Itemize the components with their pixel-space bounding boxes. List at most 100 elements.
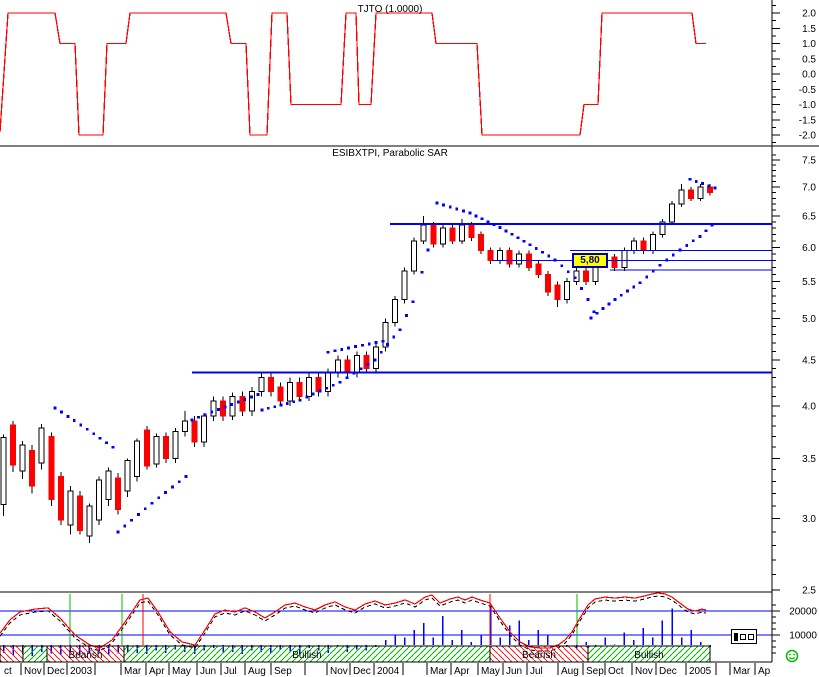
sar-dot <box>607 302 611 306</box>
ribbon-segment-bullish <box>587 645 711 663</box>
candle-body <box>344 359 351 374</box>
sar-dot <box>462 209 465 213</box>
candle-body <box>76 495 83 532</box>
candle-body <box>411 240 418 272</box>
sar-dot <box>273 405 277 409</box>
sar-dot <box>694 180 698 183</box>
candle-body <box>67 490 74 526</box>
sar-dot <box>177 480 181 484</box>
candle-body <box>401 270 408 301</box>
candle-body <box>239 395 246 412</box>
sar-dot <box>580 287 583 290</box>
candle-body <box>353 355 360 374</box>
sar-dot <box>592 310 596 314</box>
sar-dot <box>678 248 682 252</box>
ribbon-label: Bullish <box>292 650 321 661</box>
sar-dot <box>123 524 127 528</box>
date-label: 2004 <box>377 666 400 677</box>
date-label: Jun <box>506 666 522 677</box>
candle-body <box>420 224 427 242</box>
sar-dot <box>72 419 76 423</box>
sar-dot <box>474 214 478 218</box>
sar-dot <box>553 258 557 262</box>
sar-dot <box>230 403 233 406</box>
sar-dot <box>260 408 264 412</box>
volume-axis-label: 10000 <box>789 631 817 642</box>
date-label: Aug <box>561 666 579 677</box>
top-axis-label: -2.0 <box>799 131 817 142</box>
candle-body <box>707 186 714 194</box>
sar-dot <box>442 203 445 207</box>
sar-dot <box>137 513 140 516</box>
candle-body <box>29 450 36 487</box>
sar-dot <box>528 243 532 247</box>
sar-dot <box>256 393 260 396</box>
sar-dot <box>560 264 564 268</box>
sar-dot <box>701 182 704 186</box>
main-panel-title: ESIBXTPI, Parabolic SAR <box>332 148 448 159</box>
sar-dot <box>522 239 526 243</box>
sar-dot <box>613 298 617 301</box>
candle-body <box>181 420 188 432</box>
sar-dot <box>698 234 702 238</box>
sar-dot <box>66 414 70 418</box>
date-label: Nov <box>24 666 42 677</box>
sar-dot <box>448 205 452 209</box>
candle-body <box>621 250 628 268</box>
candle-body <box>697 186 704 199</box>
sar-dot <box>398 328 402 332</box>
sar-dot <box>373 358 377 362</box>
sar-dot <box>601 307 605 311</box>
sar-dot <box>367 342 371 346</box>
sar-dot <box>713 186 717 190</box>
ribbon-label: Bearish <box>522 650 556 661</box>
sar-dot <box>710 223 714 227</box>
candle-body <box>38 427 45 464</box>
sar-dot <box>435 201 439 205</box>
candle-body <box>478 233 484 252</box>
candle-body <box>296 381 303 397</box>
trend-ribbon: Bearish Bullish Bearish Bullish <box>0 645 711 663</box>
sar-dot <box>325 386 329 390</box>
top-axis-label: -0.5 <box>799 85 817 96</box>
sar-dot <box>60 410 63 414</box>
candle-body <box>372 346 379 370</box>
price-axis-label: 6.0 <box>802 243 816 254</box>
sar-dot <box>326 350 330 354</box>
candle-body <box>611 256 618 268</box>
candle-body <box>267 377 274 393</box>
sar-dot <box>98 436 102 440</box>
price-axis-label: 3.0 <box>802 514 816 525</box>
candle-body <box>563 280 570 301</box>
sar-dot <box>130 518 133 522</box>
candle-body <box>229 395 236 417</box>
candle-body <box>172 430 179 459</box>
candle-body <box>334 359 341 374</box>
sar-dot <box>223 405 227 409</box>
sar-dot <box>360 343 364 347</box>
sar-dot <box>347 346 351 350</box>
date-label: Sep <box>274 666 292 677</box>
price-level-flag[interactable]: 5,80 <box>572 252 608 268</box>
date-label: Nov <box>330 666 348 677</box>
tjto-step-line <box>0 12 706 136</box>
sar-dot <box>366 362 370 366</box>
support-resistance-lines[interactable] <box>192 222 772 374</box>
sar-dot <box>236 400 240 404</box>
sar-dot <box>632 285 636 289</box>
candle-body <box>134 440 141 478</box>
top-panel-title: TJTO (1.0000) <box>357 4 423 15</box>
sar-dot <box>411 300 415 304</box>
sar-dot <box>285 402 289 405</box>
candlesticks-layer <box>0 184 714 543</box>
candle-body <box>392 299 399 324</box>
sar-dot <box>374 341 378 344</box>
candle-body <box>382 322 389 348</box>
candle-body <box>449 227 456 242</box>
sar-dot <box>333 349 337 353</box>
candle-body <box>669 203 675 223</box>
candle-body <box>363 355 370 370</box>
sar-dot <box>92 432 96 436</box>
sar-dot <box>547 254 551 258</box>
